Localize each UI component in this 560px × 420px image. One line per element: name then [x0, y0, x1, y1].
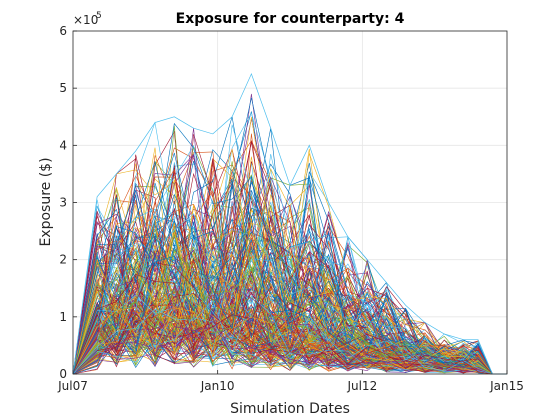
y-exponent-power: 5	[96, 11, 102, 21]
exposure-path	[72, 190, 507, 375]
max-exposure-path	[72, 72, 507, 375]
exposure-path	[72, 273, 507, 375]
exposure-path	[72, 262, 507, 375]
exposure-path	[72, 238, 507, 375]
y-axis-label: Exposure ($)	[38, 157, 54, 246]
exposure-path	[72, 154, 507, 375]
x-tick-label: Jan10	[200, 379, 235, 393]
exposure-path	[72, 124, 507, 375]
y-tick-label: 3	[59, 196, 67, 210]
exposure-path	[72, 176, 507, 375]
simulated-paths	[72, 72, 507, 375]
exposure-path	[72, 194, 507, 375]
y-tick-label: 0	[59, 367, 67, 381]
x-tick-label: Jul12	[346, 379, 377, 393]
exposure-path	[72, 152, 507, 375]
exposure-path	[72, 218, 507, 375]
y-tick-label: 2	[59, 253, 67, 267]
y-exponent-base: ×10	[73, 13, 98, 27]
exposure-path	[72, 215, 507, 375]
exposure-path	[72, 317, 507, 375]
y-axis-ticks: 0 1 2 3 4 5 6	[59, 24, 77, 381]
x-tick-label: Jan15	[489, 379, 524, 393]
y-tick-label: 1	[59, 310, 67, 324]
exposure-path	[72, 160, 507, 375]
exposure-path	[72, 288, 507, 375]
y-tick-label: 4	[59, 138, 67, 152]
exposure-path	[72, 204, 507, 375]
exposure-path	[72, 128, 507, 375]
y-tick-label: 5	[59, 81, 67, 95]
exposure-path	[72, 249, 507, 375]
exposure-path	[72, 313, 507, 375]
exposure-path	[72, 326, 507, 375]
x-tick-label: Jul07	[57, 379, 88, 393]
exposure-path	[72, 311, 507, 375]
exposure-path	[72, 295, 507, 375]
y-tick-label: 6	[59, 24, 67, 38]
exposure-path	[72, 317, 507, 375]
exposure-path	[72, 258, 507, 375]
exposure-path	[72, 297, 507, 375]
x-axis-label: Simulation Dates	[230, 401, 350, 417]
chart-title: Exposure for counterparty: 4	[176, 11, 405, 27]
x-axis-ticks: Jul07 Jan10 Jul12 Jan15	[57, 370, 524, 393]
